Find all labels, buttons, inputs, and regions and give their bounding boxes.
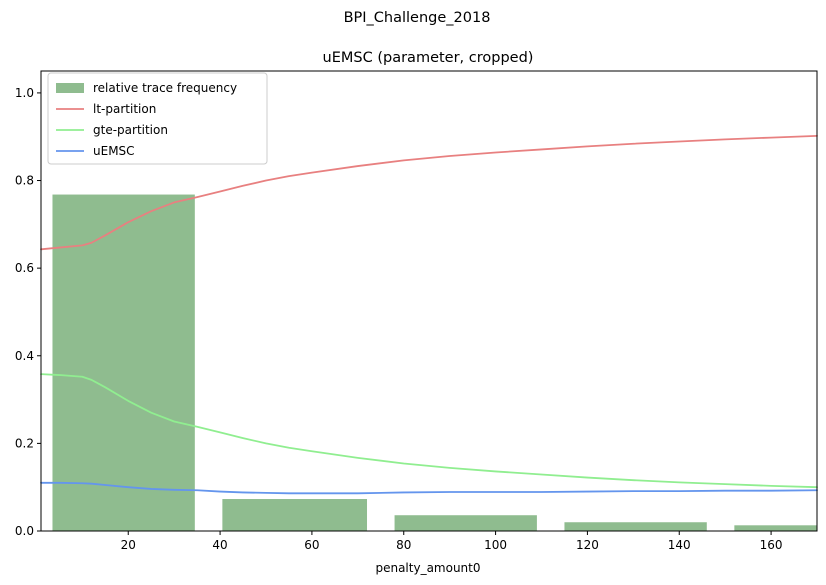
y-tick-label: 0.4 <box>15 349 34 363</box>
y-tick-label: 0.6 <box>15 261 34 275</box>
x-tick-label: 80 <box>396 538 411 552</box>
legend-label: lt-partition <box>93 102 156 116</box>
y-tick-label: 0.0 <box>15 524 34 538</box>
y-tick-label: 0.8 <box>15 174 34 188</box>
x-axis-label: penalty_amount0 <box>375 561 480 575</box>
series-line-uemsc <box>40 481 818 495</box>
legend-swatch-relative-trace-frequency <box>56 83 84 93</box>
bar-4 <box>734 525 817 531</box>
legend-label: uEMSC <box>93 144 135 158</box>
x-tick-label: 20 <box>121 538 136 552</box>
lines-layer <box>40 134 818 495</box>
x-tick-label: 100 <box>484 538 507 552</box>
bar-2 <box>394 515 537 531</box>
x-tick-label: 140 <box>668 538 691 552</box>
x-tick-label: 40 <box>212 538 227 552</box>
x-axis-ticks: 20 40 60 80 100 120 140 160 <box>121 531 783 552</box>
x-tick-label: 120 <box>576 538 599 552</box>
bar-0 <box>52 194 195 532</box>
y-tick-label: 1.0 <box>15 86 34 100</box>
y-axis-ticks: 0.0 0.2 0.4 0.6 0.8 1.0 <box>15 86 41 538</box>
y-tick-label: 0.2 <box>15 436 34 450</box>
bar-1 <box>222 499 368 531</box>
plot-area <box>40 70 818 532</box>
legend-box <box>47 72 268 165</box>
series-line-lt-partition <box>40 134 818 251</box>
legend-label: relative trace frequency <box>93 81 237 95</box>
series-line-gte-partition <box>40 373 818 489</box>
x-tick-label: 60 <box>304 538 319 552</box>
legend-label: gte-partition <box>93 123 168 137</box>
legend: relative trace frequency lt-partition gte-… <box>47 72 268 165</box>
chart-title: uEMSC (parameter, cropped) <box>323 50 534 66</box>
chart-suptitle: BPI_Challenge_2018 <box>344 10 491 26</box>
bars-layer <box>52 194 817 532</box>
axes-frame <box>40 70 818 532</box>
bar-3 <box>564 522 707 531</box>
x-tick-label: 160 <box>760 538 783 552</box>
